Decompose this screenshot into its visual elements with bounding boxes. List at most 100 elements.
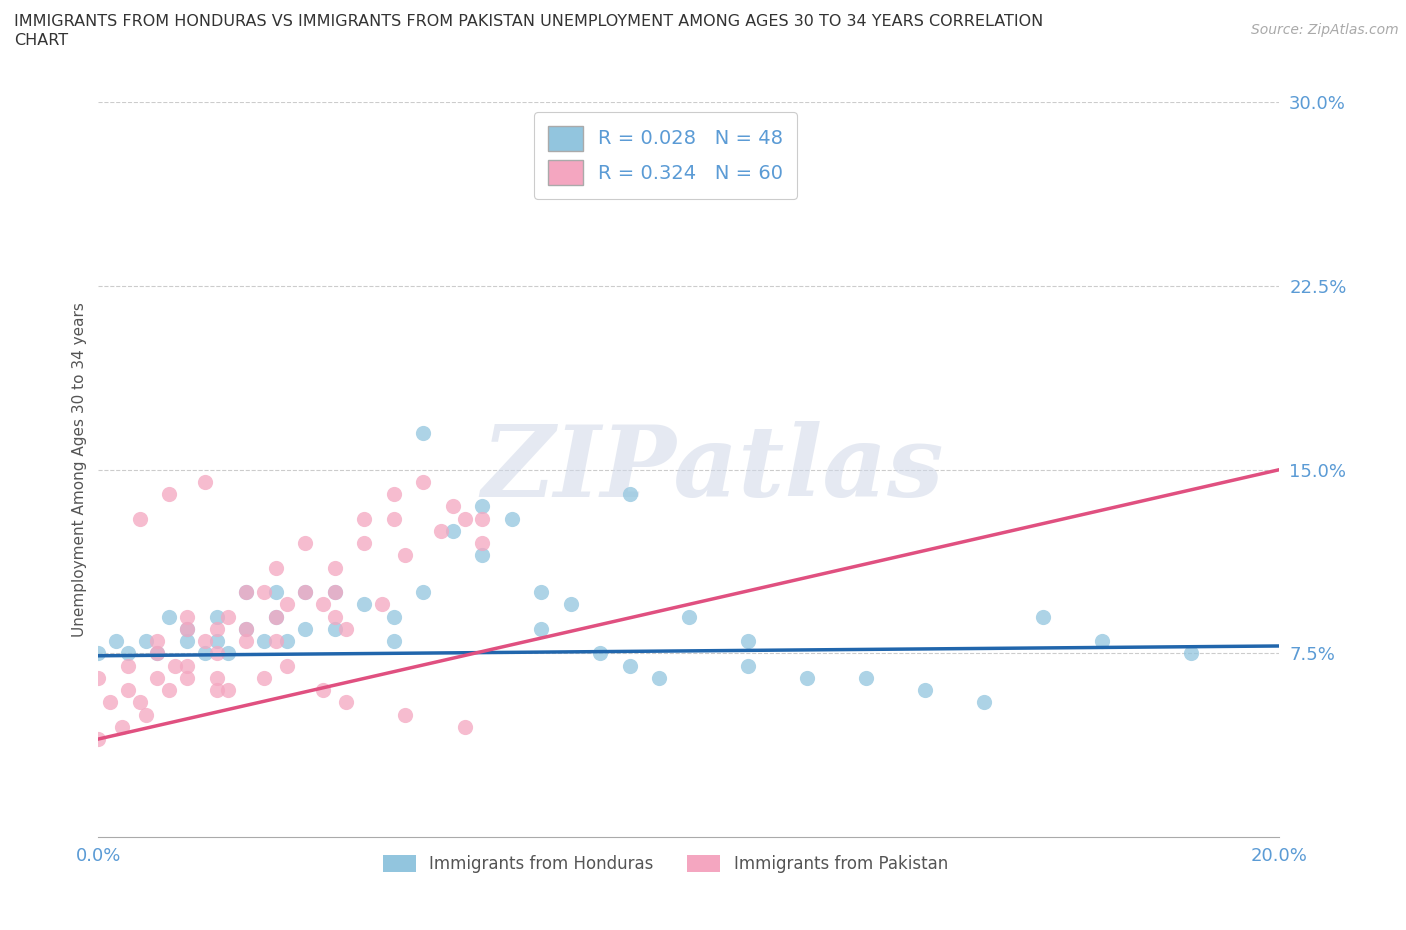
Point [294,536,316,551]
Point [157,486,180,501]
Point [176,621,198,636]
Legend: Immigrants from Honduras, Immigrants from Pakistan: Immigrants from Honduras, Immigrants fro… [375,848,955,880]
Point [353,536,375,551]
Point [87,732,110,747]
Point [412,585,434,600]
Point [264,633,287,648]
Point [176,621,198,636]
Point [973,695,995,710]
Point [678,609,700,624]
Point [264,609,287,624]
Point [235,621,257,636]
Point [412,474,434,489]
Text: ZIPatlas: ZIPatlas [481,421,943,518]
Point [264,560,287,575]
Point [87,646,110,661]
Point [382,512,405,526]
Point [353,597,375,612]
Point [371,597,394,612]
Point [471,512,494,526]
Point [530,585,553,600]
Point [471,536,494,551]
Point [128,512,150,526]
Point [353,512,375,526]
Point [914,683,936,698]
Point [394,707,416,722]
Point [194,474,217,489]
Point [1180,646,1202,661]
Point [217,609,239,624]
Point [501,512,523,526]
Point [205,621,228,636]
Text: Source: ZipAtlas.com: Source: ZipAtlas.com [1251,23,1399,37]
Point [276,633,298,648]
Point [264,585,287,600]
Point [87,671,110,685]
Point [176,609,198,624]
Point [1091,633,1114,648]
Point [235,621,257,636]
Point [253,671,276,685]
Point [382,633,405,648]
Y-axis label: Unemployment Among Ages 30 to 34 years: Unemployment Among Ages 30 to 34 years [72,302,87,637]
Point [165,658,187,673]
Point [117,658,139,673]
Point [217,646,239,661]
Point [323,560,346,575]
Point [530,621,553,636]
Point [441,498,464,513]
Point [117,683,139,698]
Point [157,683,180,698]
Text: CHART: CHART [14,33,67,47]
Point [146,646,169,661]
Point [253,585,276,600]
Point [619,658,641,673]
Point [471,498,494,513]
Point [619,486,641,501]
Point [146,633,169,648]
Point [128,695,150,710]
Point [430,524,453,538]
Point [294,585,316,600]
Point [146,671,169,685]
Point [253,633,276,648]
Point [176,658,198,673]
Point [382,486,405,501]
Point [105,633,128,648]
Point [264,609,287,624]
Point [217,683,239,698]
Point [323,621,346,636]
Point [276,597,298,612]
Point [382,609,405,624]
Point [235,633,257,648]
Point [235,585,257,600]
Point [176,633,198,648]
Point [135,707,157,722]
Point [235,585,257,600]
Point [323,585,346,600]
Point [135,633,157,648]
Point [453,720,475,735]
Point [471,548,494,563]
Point [589,646,612,661]
Point [117,646,139,661]
Point [194,646,217,661]
Point [312,683,335,698]
Point [176,671,198,685]
Point [98,695,121,710]
Point [796,671,818,685]
Point [855,671,877,685]
Point [146,646,169,661]
Point [111,720,134,735]
Point [323,585,346,600]
Point [294,621,316,636]
Point [205,671,228,685]
Point [205,609,228,624]
Point [335,695,357,710]
Point [205,646,228,661]
Point [205,633,228,648]
Point [194,633,217,648]
Point [441,524,464,538]
Point [312,597,335,612]
Point [737,633,759,648]
